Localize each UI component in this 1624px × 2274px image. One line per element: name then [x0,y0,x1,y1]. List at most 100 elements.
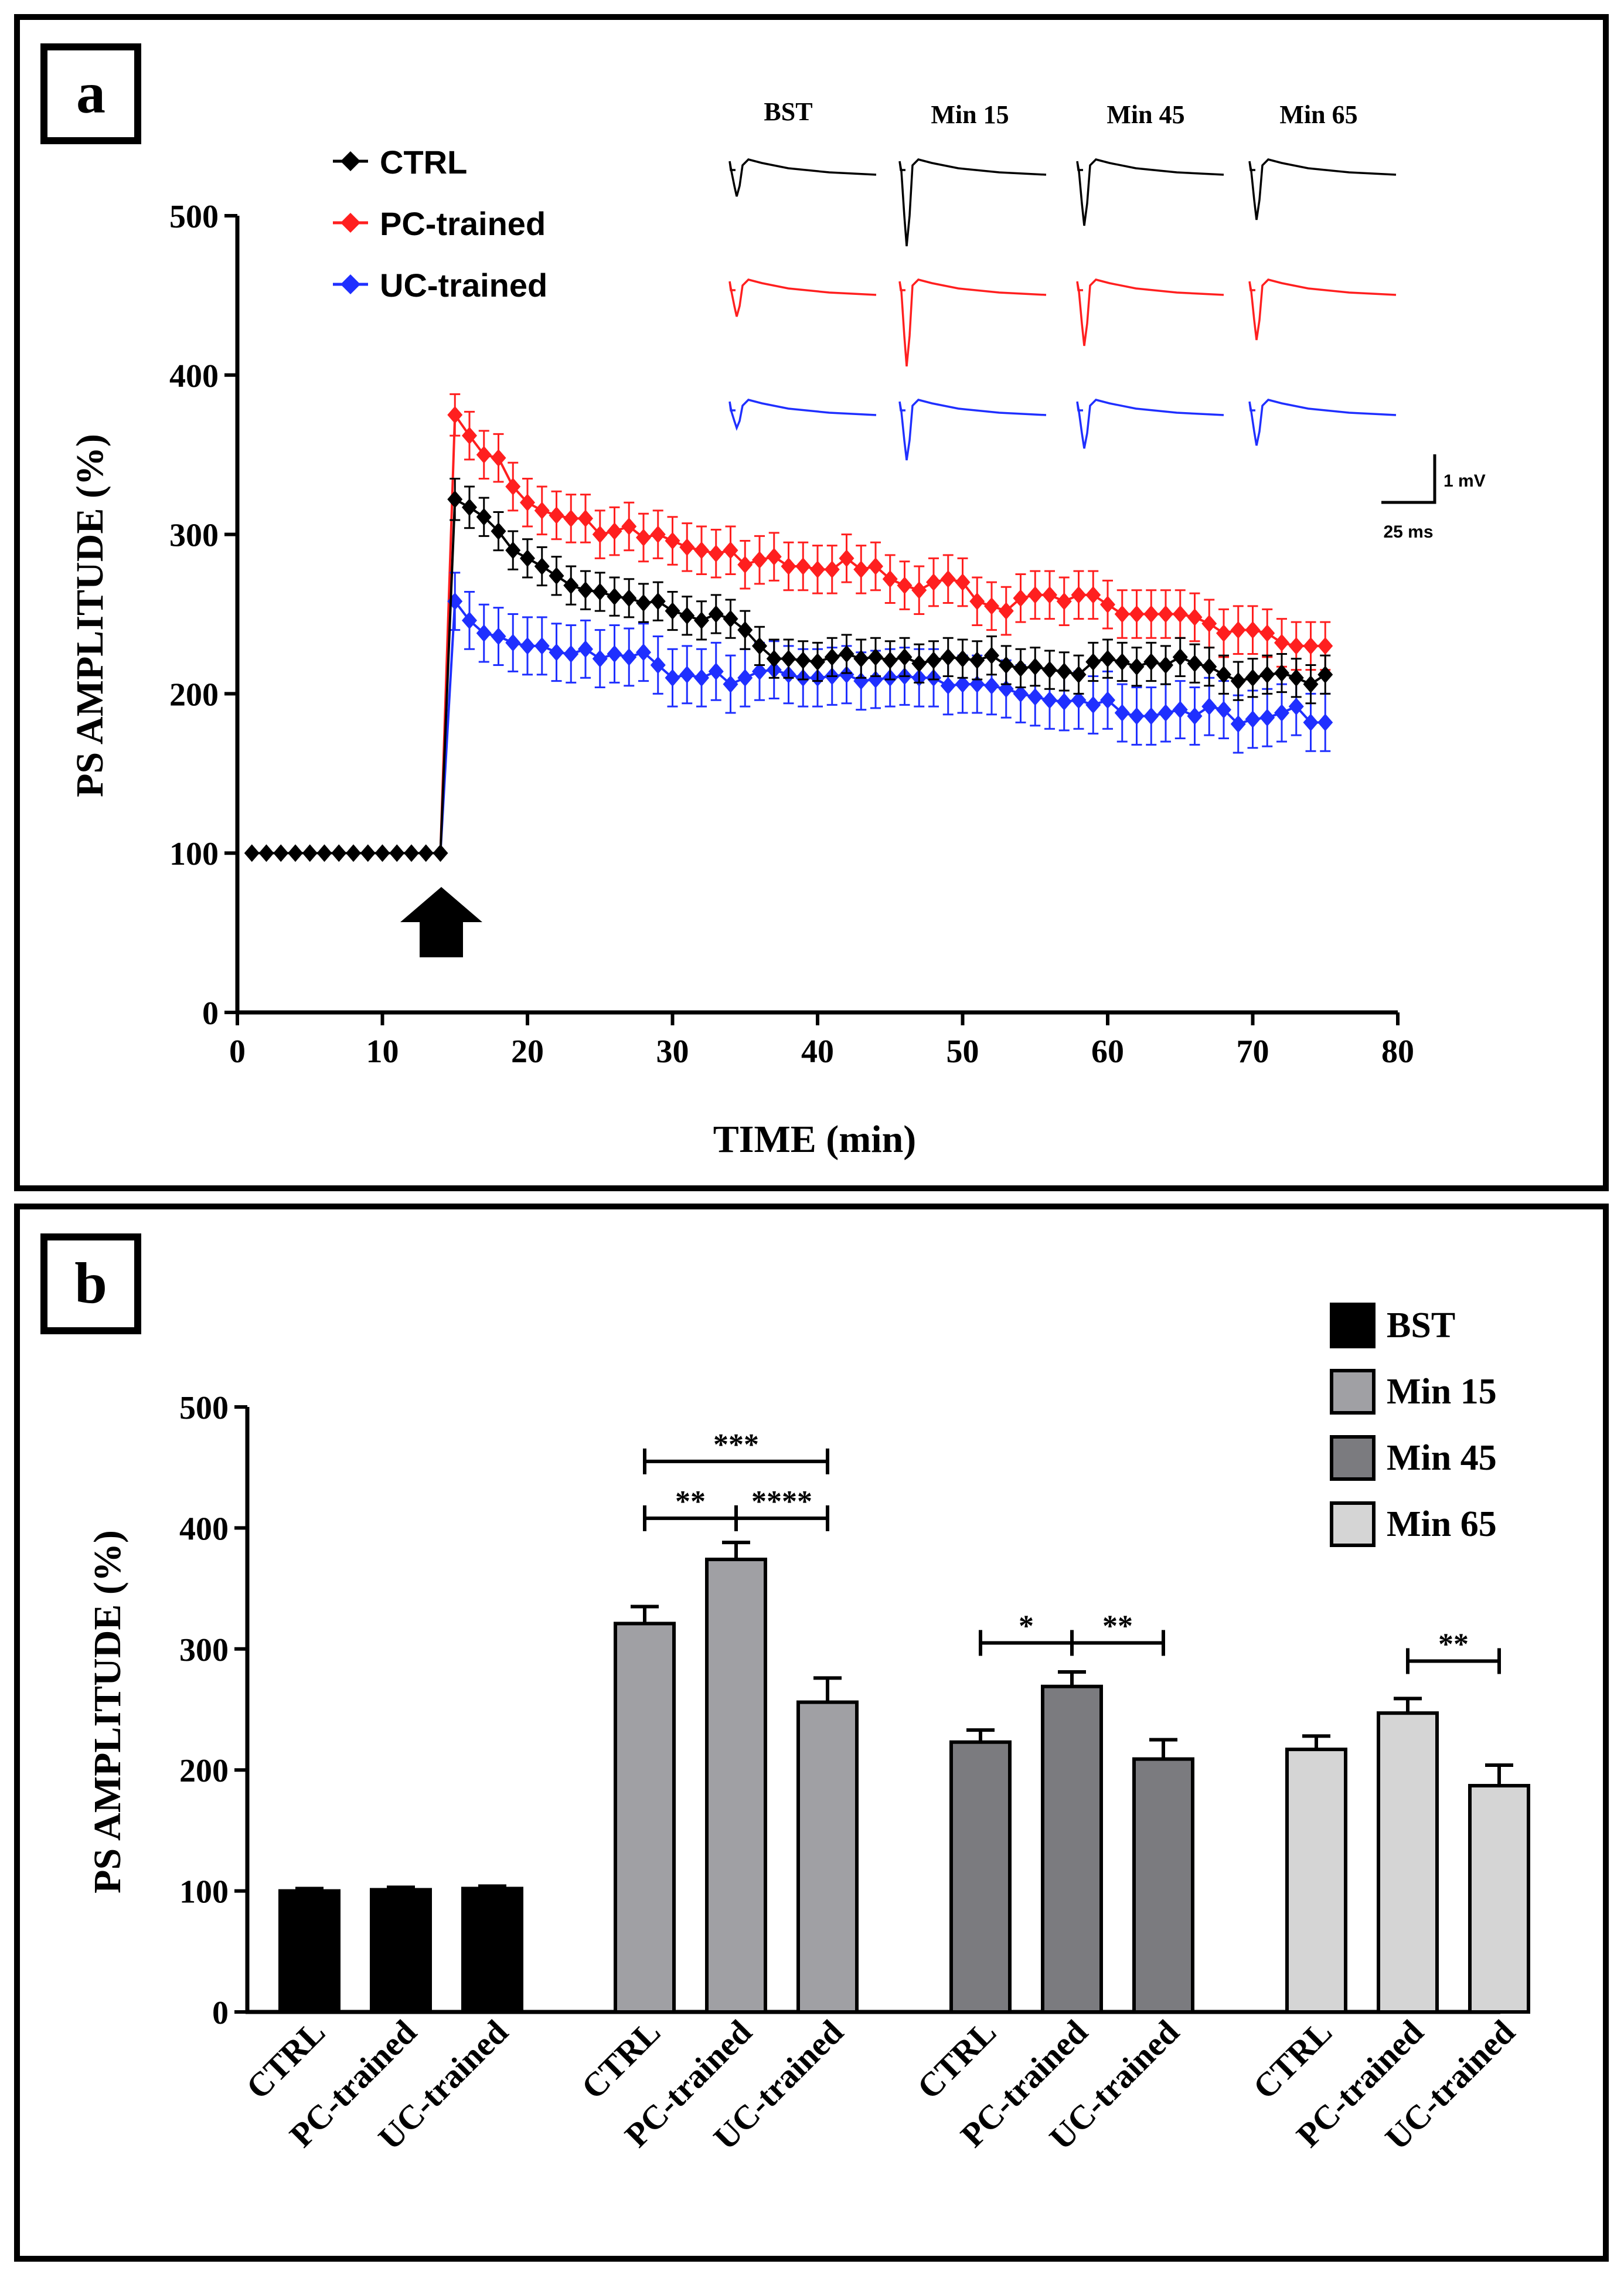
x-tick-label: 80 [1381,1034,1414,1070]
panel-a-frame [14,14,1609,1191]
data-point [1158,656,1173,674]
data-point [1245,710,1261,728]
data-point [679,607,695,625]
y-tick-label: 0 [202,995,219,1032]
legend-swatch [1330,1501,1376,1547]
data-point [1129,707,1145,725]
legend-item-bst: BST [1330,1303,1455,1348]
data-point [1201,698,1217,716]
data-point [795,651,811,669]
data-point [737,669,753,687]
data-point [708,605,724,623]
example-trace [1248,278,1397,341]
data-point [1027,688,1043,706]
x-tick-label: 10 [366,1034,399,1070]
panel-b-label: b [74,1250,107,1316]
data-point [781,650,796,668]
data-point [1056,692,1072,711]
example-trace [898,158,1047,247]
data-point [1100,650,1115,668]
data-point [665,669,680,687]
data-point [679,538,695,556]
legend-swatch [1330,1435,1376,1481]
data-point [1216,701,1231,719]
data-point [273,844,289,862]
data-point [1056,592,1072,610]
data-point [1303,637,1319,655]
bar [614,1622,676,2014]
data-point [868,557,883,575]
data-point [462,427,477,445]
y-tick-label: 400 [169,358,219,395]
data-point [404,844,419,862]
legend-swatch [1330,1369,1376,1415]
data-point [346,844,361,862]
data-point [839,549,854,567]
significance-stars: *** [713,1428,759,1461]
data-point [563,576,579,594]
panel-a-legend: CTRL PC-trained UC-trained [333,144,547,304]
data-point [505,478,521,496]
data-point [737,621,753,639]
data-point [752,637,767,655]
data-point [549,643,564,661]
bar-group-bst [278,1884,523,2014]
bar [796,1700,859,2014]
legend-label-pc-trained: PC-trained [380,205,546,242]
data-point [534,501,550,519]
data-point [984,647,999,665]
bar [1377,1711,1439,2014]
data-point [897,576,913,594]
data-point [853,560,869,579]
data-point [505,634,521,652]
data-point [665,532,680,550]
panel-b-frame [14,1204,1609,2262]
data-point [592,650,608,668]
significance-stars: ** [1102,1609,1133,1643]
data-point [1114,605,1130,623]
data-point [723,610,738,628]
significance-stars: * [1019,1609,1034,1643]
x-tick-label: 50 [947,1034,979,1070]
data-point [911,654,927,672]
y-tick-label: 100 [179,1874,229,1911]
data-point [824,648,840,666]
example-trace [728,399,877,431]
data-point [258,844,274,862]
trace-header-min15: Min 15 [931,100,1009,129]
series-pc-trained [439,393,1333,854]
example-trace [1076,399,1224,449]
significance-stars: ** [1438,1627,1469,1661]
bar [1041,1684,1103,2014]
x-tick-label: 40 [801,1034,834,1070]
data-point [1143,653,1159,671]
example-trace [1248,399,1397,446]
data-point [1027,586,1043,604]
data-point [839,665,854,684]
panel-b-ticks: 0 100 200 300 400 500 [179,1390,247,2031]
data-point [1085,696,1101,714]
data-point [1230,715,1246,733]
significance-bracket: ** [643,1485,738,1531]
data-point [1216,665,1231,684]
data-point [1085,653,1101,671]
panel-b-y-label: PS AMPLITUDE (%) [86,1530,129,1894]
data-point [418,844,434,862]
example-traces-inset: BST Min 15 Min 45 Min 65 [728,97,1397,461]
data-point [1245,621,1261,639]
significance-bracket: * [979,1609,1074,1656]
data-point [534,557,550,575]
y-tick-label: 200 [169,677,219,713]
data-point [868,648,883,666]
data-point [244,844,260,862]
example-trace [1076,278,1224,346]
data-point [636,643,651,661]
x-tick-label: 0 [229,1034,246,1070]
data-point [1317,713,1333,732]
legend-label: Min 65 [1387,1504,1497,1544]
data-point [650,592,666,610]
data-point [1201,614,1217,633]
data-point [766,650,782,668]
